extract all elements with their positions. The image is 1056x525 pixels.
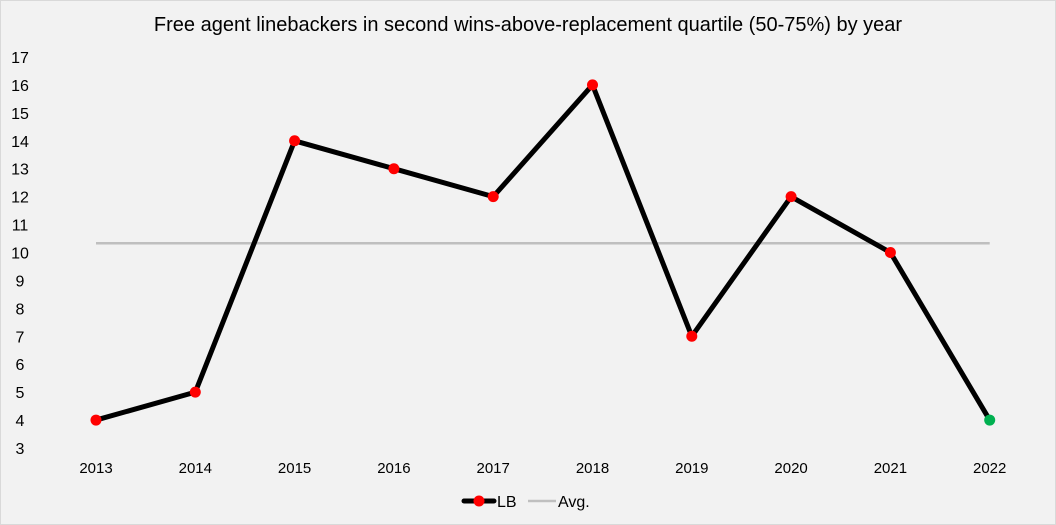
y-tick-label: 6: [16, 357, 25, 374]
lb-point: [785, 191, 797, 203]
x-tick-label: 2013: [79, 460, 112, 477]
legend-lb-label: LB: [497, 494, 517, 511]
x-tick-label: 2022: [973, 460, 1006, 477]
lb-point: [189, 386, 201, 398]
y-tick-label: 14: [11, 134, 29, 151]
y-tick-label: 9: [16, 273, 25, 290]
legend-avg-label: Avg.: [558, 494, 590, 511]
y-tick-label: 5: [16, 385, 25, 402]
x-tick-label: 2018: [576, 460, 609, 477]
legend: LB Avg.: [461, 494, 590, 511]
x-axis: 2013 2014 2015 2016 2017 2018 2019 2020 2021 2022: [79, 460, 1006, 477]
lb-series: [90, 79, 996, 426]
lb-point: [90, 414, 102, 426]
y-axis: 3 4 5 6 7 8 9 10 11 12 13 14 15 16 17: [11, 50, 29, 458]
x-tick-label: 2015: [278, 460, 311, 477]
x-tick-label: 2014: [179, 460, 212, 477]
lb-point: [388, 163, 400, 175]
y-tick-label: 7: [16, 329, 25, 346]
y-tick-label: 8: [16, 301, 25, 318]
lb-point: [289, 135, 301, 147]
x-tick-label: 2019: [675, 460, 708, 477]
y-tick-label: 4: [16, 413, 25, 430]
x-tick-label: 2021: [874, 460, 907, 477]
y-tick-label: 3: [16, 441, 25, 458]
x-tick-label: 2016: [377, 460, 410, 477]
x-tick-label: 2017: [477, 460, 510, 477]
y-tick-label: 16: [11, 78, 29, 95]
legend-lb-marker: [473, 495, 485, 507]
y-tick-label: 17: [11, 50, 29, 67]
y-tick-label: 15: [11, 106, 29, 123]
lb-line: [93, 82, 993, 423]
chart-title: Free agent linebackers in second wins-ab…: [154, 14, 903, 36]
y-tick-label: 13: [11, 162, 29, 179]
lb-point: [587, 79, 598, 91]
x-tick-label: 2020: [774, 460, 807, 477]
lb-point: [487, 191, 499, 203]
y-tick-label: 10: [11, 246, 29, 263]
y-tick-label: 11: [12, 218, 29, 235]
lb-point: [884, 247, 896, 258]
lb-point: [686, 330, 698, 342]
y-tick-label: 12: [11, 190, 29, 207]
lb-point: [984, 414, 996, 426]
